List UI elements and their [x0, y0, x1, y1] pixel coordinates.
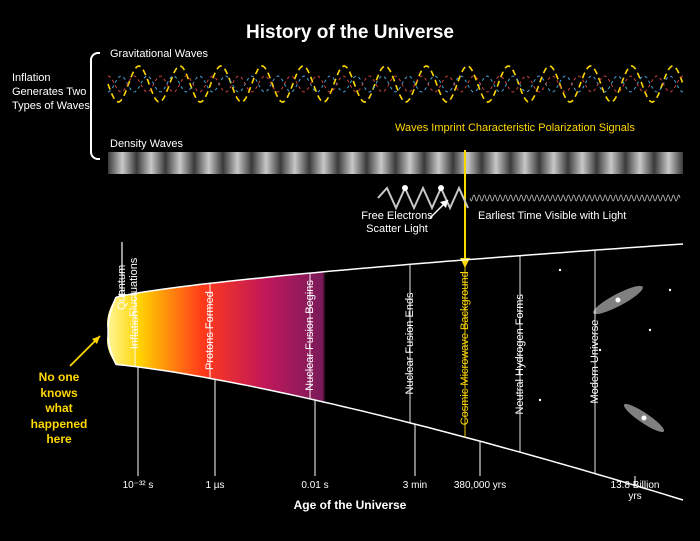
phase-label: Modern Universe — [589, 256, 601, 467]
denswaves-label: Density Waves — [110, 138, 183, 150]
xaxis-title: Age of the Universe — [0, 498, 700, 512]
tick-label: 1 µs — [205, 480, 224, 491]
unknown-label: No one knows what happened here — [28, 370, 90, 448]
tick-label: 13.8 Billion yrs — [603, 480, 668, 502]
phase-label: Nuclear Fusion Ends — [404, 270, 416, 417]
earliest-label: Earliest Time Visible with Light — [478, 210, 626, 223]
phase-label: Protons Formed — [204, 289, 216, 372]
phase-label: Neutral Hydrogen Forms — [514, 262, 526, 447]
tick-label: 3 min — [403, 480, 427, 491]
gravwaves-label: Gravitational Waves — [110, 48, 208, 60]
phase-label: Nuclear Fusion Begins — [304, 279, 316, 393]
diagram-title: History of the Universe — [0, 22, 700, 44]
tick-label: 10⁻³² s — [123, 480, 154, 491]
tick-label: 380,000 yrs — [454, 480, 506, 491]
scatter-label: Free Electrons Scatter Light — [352, 210, 442, 236]
tick-label: 0.01 s — [301, 480, 328, 491]
imprint-label: Waves Imprint Characteristic Polarizatio… — [395, 122, 635, 135]
bracket-waves — [90, 52, 100, 160]
phase-label: Inflation — [129, 299, 141, 360]
phase-label: Cosmic Microwave Background — [459, 266, 471, 431]
inflation-note: Inflation Generates Two Types of Waves — [12, 72, 90, 113]
